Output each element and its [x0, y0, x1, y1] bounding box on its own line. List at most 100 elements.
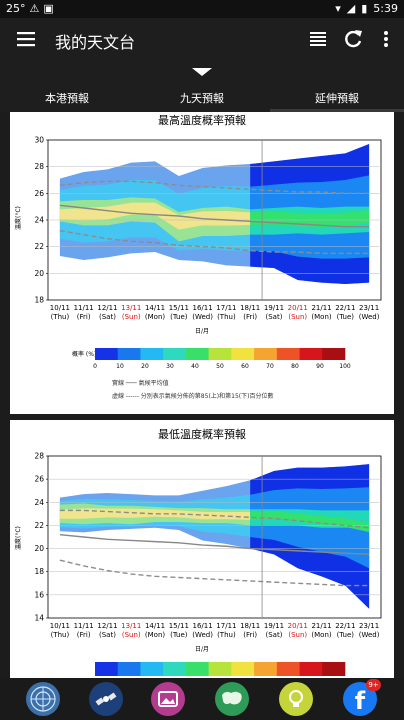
- legend-swatch: [276, 348, 300, 360]
- x-tick-weekday: (Fri): [243, 313, 257, 321]
- legend-swatch: [117, 348, 141, 360]
- x-tick-date: 15/11: [169, 622, 189, 630]
- min-chart-xlabel: 日/月: [195, 646, 209, 653]
- more-options-icon[interactable]: [374, 27, 398, 51]
- y-tick-label: 16: [34, 590, 44, 599]
- app-bar: 我的天文台: [0, 18, 404, 60]
- x-tick-date: 18/11: [240, 622, 260, 630]
- y-tick-label: 26: [34, 475, 44, 484]
- app-title: 我的天文台: [55, 33, 136, 52]
- x-tick-date: 14/11: [145, 622, 165, 630]
- x-tick-weekday: (Sat): [265, 313, 282, 321]
- y-tick-label: 20: [34, 269, 44, 278]
- svg-text:f: f: [355, 687, 366, 715]
- legend-swatch: [231, 662, 255, 676]
- lightbulb-icon[interactable]: [278, 681, 314, 717]
- wifi-icon: ▾: [335, 2, 341, 15]
- y-tick-label: 24: [34, 498, 44, 507]
- x-tick-date: 22/11: [335, 304, 355, 312]
- legend-tick-label: 70: [266, 363, 274, 370]
- x-tick-weekday: (Sun): [288, 631, 307, 639]
- series-15th-percentile: [59, 559, 370, 587]
- active-tab-indicator: [270, 109, 404, 112]
- status-time: 5:39: [373, 2, 398, 15]
- battery-icon: ▮: [361, 2, 368, 15]
- x-tick-weekday: (Sat): [99, 631, 116, 639]
- legend-swatch: [117, 662, 141, 676]
- x-tick-date: 17/11: [216, 304, 236, 312]
- x-tick-weekday: (Fri): [77, 631, 91, 639]
- list-view-icon[interactable]: [306, 27, 330, 51]
- x-tick-date: 17/11: [216, 622, 236, 630]
- x-tick-weekday: (Thu): [51, 631, 70, 639]
- x-tick-weekday: (Wed): [359, 631, 380, 639]
- x-tick-weekday: (Sun): [288, 313, 307, 321]
- probability-band-mid-extended: [250, 487, 370, 569]
- legend-swatch: [299, 662, 323, 676]
- note-dashed-line: 虛線 ------ 分別表示氣候分佈的第85(上)和第15(下)百分位數: [112, 392, 273, 400]
- legend-swatch: [140, 662, 164, 676]
- y-tick-label: 30: [34, 136, 44, 145]
- x-tick-weekday: (Tue): [337, 631, 355, 639]
- series-climate-mean: [59, 533, 370, 556]
- x-tick-date: 13/11: [121, 304, 141, 312]
- status-temperature: 25°: [6, 2, 26, 15]
- status-bar: 25° ⚠ ▣ ▾ ◢ ▮ 5:39: [0, 0, 404, 18]
- tab-extended-forecast[interactable]: 延伸預報: [315, 92, 359, 105]
- legend-swatch: [140, 348, 164, 360]
- menu-icon[interactable]: [14, 27, 38, 51]
- legend-swatch: [185, 662, 209, 676]
- x-tick-date: 19/11: [264, 622, 284, 630]
- legend-swatch: [231, 348, 255, 360]
- signal-icon: ◢: [346, 2, 356, 15]
- x-tick-date: 20/11: [288, 304, 308, 312]
- legend-tick-label: 0: [93, 363, 97, 370]
- y-tick-label: 22: [34, 242, 44, 251]
- x-tick-weekday: (Mon): [145, 313, 165, 321]
- x-tick-weekday: (Wed): [192, 631, 213, 639]
- max-temp-chart-panel: 最高溫度概率預報 溫度(°C) 30 28 26 24 22 20 18 10/11 (Thu…: [10, 112, 394, 414]
- x-tick-weekday: (Thu): [51, 313, 70, 321]
- series-climate-mean: [59, 204, 370, 228]
- legend-swatch: [299, 348, 323, 360]
- legend-swatch: [185, 348, 209, 360]
- forecast-tabs: 本港預報 九天預報 延伸預報: [0, 60, 404, 112]
- x-tick-weekday: (Tue): [337, 313, 355, 321]
- alert-icon: ⚠: [29, 2, 40, 15]
- x-tick-date: 12/11: [97, 304, 117, 312]
- x-tick-date: 18/11: [240, 304, 260, 312]
- x-tick-date: 19/11: [264, 304, 284, 312]
- x-tick-weekday: (Sun): [122, 313, 141, 321]
- legend-tick-label: 10: [116, 363, 124, 370]
- chevron-down-icon[interactable]: [192, 68, 212, 76]
- legend-tick-label: 50: [216, 363, 224, 370]
- x-tick-date: 23/11: [359, 622, 379, 630]
- x-tick-date: 13/11: [121, 622, 141, 630]
- y-tick-label: 28: [34, 162, 44, 171]
- x-tick-date: 11/11: [74, 304, 94, 312]
- x-tick-date: 11/11: [74, 622, 94, 630]
- y-tick-label: 28: [34, 452, 44, 461]
- min-chart-ylabel: 溫度(°C): [14, 526, 22, 550]
- tab-local-forecast[interactable]: 本港預報: [45, 92, 89, 105]
- tab-nine-day-forecast[interactable]: 九天預報: [180, 92, 224, 105]
- world-map-icon[interactable]: [214, 681, 250, 717]
- x-tick-date: 10/11: [50, 304, 70, 312]
- max-chart-xlabel: 日/月: [195, 328, 209, 335]
- legend-label: 概率 (%): [72, 350, 96, 358]
- y-tick-label: 20: [34, 544, 44, 553]
- legend-tick-label: 90: [316, 363, 324, 370]
- refresh-icon[interactable]: [341, 27, 365, 51]
- facebook-icon[interactable]: f: [342, 681, 378, 717]
- legend-swatch: [276, 662, 300, 676]
- x-tick-date: 10/11: [50, 622, 70, 630]
- gallery-icon[interactable]: [150, 681, 186, 717]
- legend-swatch: [322, 348, 346, 360]
- bottom-nav: f 9+: [0, 678, 404, 720]
- probability-band-peak: [59, 202, 251, 230]
- x-tick-weekday: (Sun): [122, 631, 141, 639]
- satellite-icon[interactable]: [88, 681, 124, 717]
- radar-icon[interactable]: [25, 681, 61, 717]
- y-tick-label: 26: [34, 189, 44, 198]
